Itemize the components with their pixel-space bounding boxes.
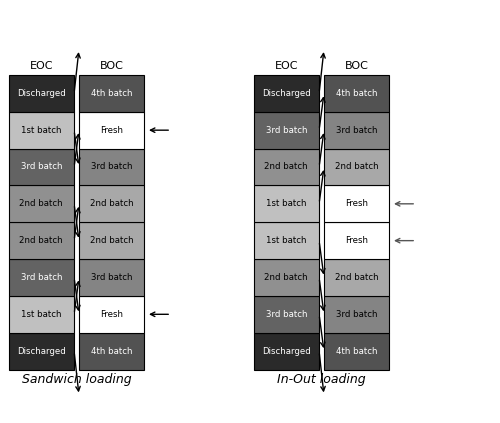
Bar	[324, 296, 389, 333]
Text: 1st batch: 1st batch	[21, 126, 61, 135]
Text: 2nd batch: 2nd batch	[264, 162, 308, 171]
Text: 2nd batch: 2nd batch	[20, 199, 63, 208]
Text: Discharged: Discharged	[262, 346, 310, 356]
Text: BOC: BOC	[100, 61, 124, 71]
Bar	[324, 148, 389, 185]
Bar	[9, 259, 74, 296]
Text: 3rd batch: 3rd batch	[266, 126, 307, 135]
Bar	[80, 148, 144, 185]
Bar	[324, 112, 389, 148]
Bar	[9, 148, 74, 185]
Bar	[324, 259, 389, 296]
Bar	[324, 222, 389, 259]
Text: Sandwich loading: Sandwich loading	[22, 373, 132, 386]
Text: In-Out loading: In-Out loading	[277, 373, 366, 386]
Text: Discharged: Discharged	[17, 89, 66, 98]
Text: 4th batch: 4th batch	[91, 89, 132, 98]
Bar	[80, 185, 144, 222]
Text: 2nd batch: 2nd batch	[90, 199, 134, 208]
Text: 4th batch: 4th batch	[336, 346, 378, 356]
Text: EOC: EOC	[30, 61, 53, 71]
Text: 4th batch: 4th batch	[91, 346, 132, 356]
Bar	[254, 333, 318, 370]
Bar	[80, 296, 144, 333]
Bar	[254, 185, 318, 222]
Text: Fresh: Fresh	[346, 236, 368, 245]
Text: Discharged: Discharged	[262, 89, 310, 98]
Text: 2nd batch: 2nd batch	[335, 162, 378, 171]
Text: Discharged: Discharged	[17, 346, 66, 356]
Bar	[80, 112, 144, 148]
Text: 3rd batch: 3rd batch	[336, 310, 378, 319]
Text: Fresh: Fresh	[346, 199, 368, 208]
Bar	[254, 222, 318, 259]
Bar	[80, 333, 144, 370]
Bar	[254, 112, 318, 148]
Bar	[80, 259, 144, 296]
Bar	[324, 333, 389, 370]
Text: 1st batch: 1st batch	[266, 199, 306, 208]
Bar	[9, 296, 74, 333]
Text: 2nd batch: 2nd batch	[335, 273, 378, 282]
Text: 3rd batch: 3rd batch	[336, 126, 378, 135]
Text: 3rd batch: 3rd batch	[266, 310, 307, 319]
Bar	[9, 333, 74, 370]
Bar	[254, 259, 318, 296]
Bar	[9, 185, 74, 222]
Text: 3rd batch: 3rd batch	[20, 162, 62, 171]
Bar	[9, 75, 74, 112]
Bar	[254, 148, 318, 185]
Bar	[254, 296, 318, 333]
Bar	[9, 222, 74, 259]
Bar	[80, 222, 144, 259]
Text: 1st batch: 1st batch	[266, 236, 306, 245]
Bar	[9, 112, 74, 148]
Text: 3rd batch: 3rd batch	[20, 273, 62, 282]
Text: Fresh: Fresh	[100, 310, 124, 319]
Bar	[324, 75, 389, 112]
Bar	[80, 75, 144, 112]
Text: 2nd batch: 2nd batch	[20, 236, 63, 245]
Text: 3rd batch: 3rd batch	[91, 162, 132, 171]
Text: BOC: BOC	[345, 61, 369, 71]
Bar	[324, 185, 389, 222]
Text: 2nd batch: 2nd batch	[264, 273, 308, 282]
Text: 1st batch: 1st batch	[21, 310, 61, 319]
Text: 4th batch: 4th batch	[336, 89, 378, 98]
Text: EOC: EOC	[274, 61, 298, 71]
Text: 2nd batch: 2nd batch	[90, 236, 134, 245]
Text: 3rd batch: 3rd batch	[91, 273, 132, 282]
Bar	[254, 75, 318, 112]
Text: Fresh: Fresh	[100, 126, 124, 135]
